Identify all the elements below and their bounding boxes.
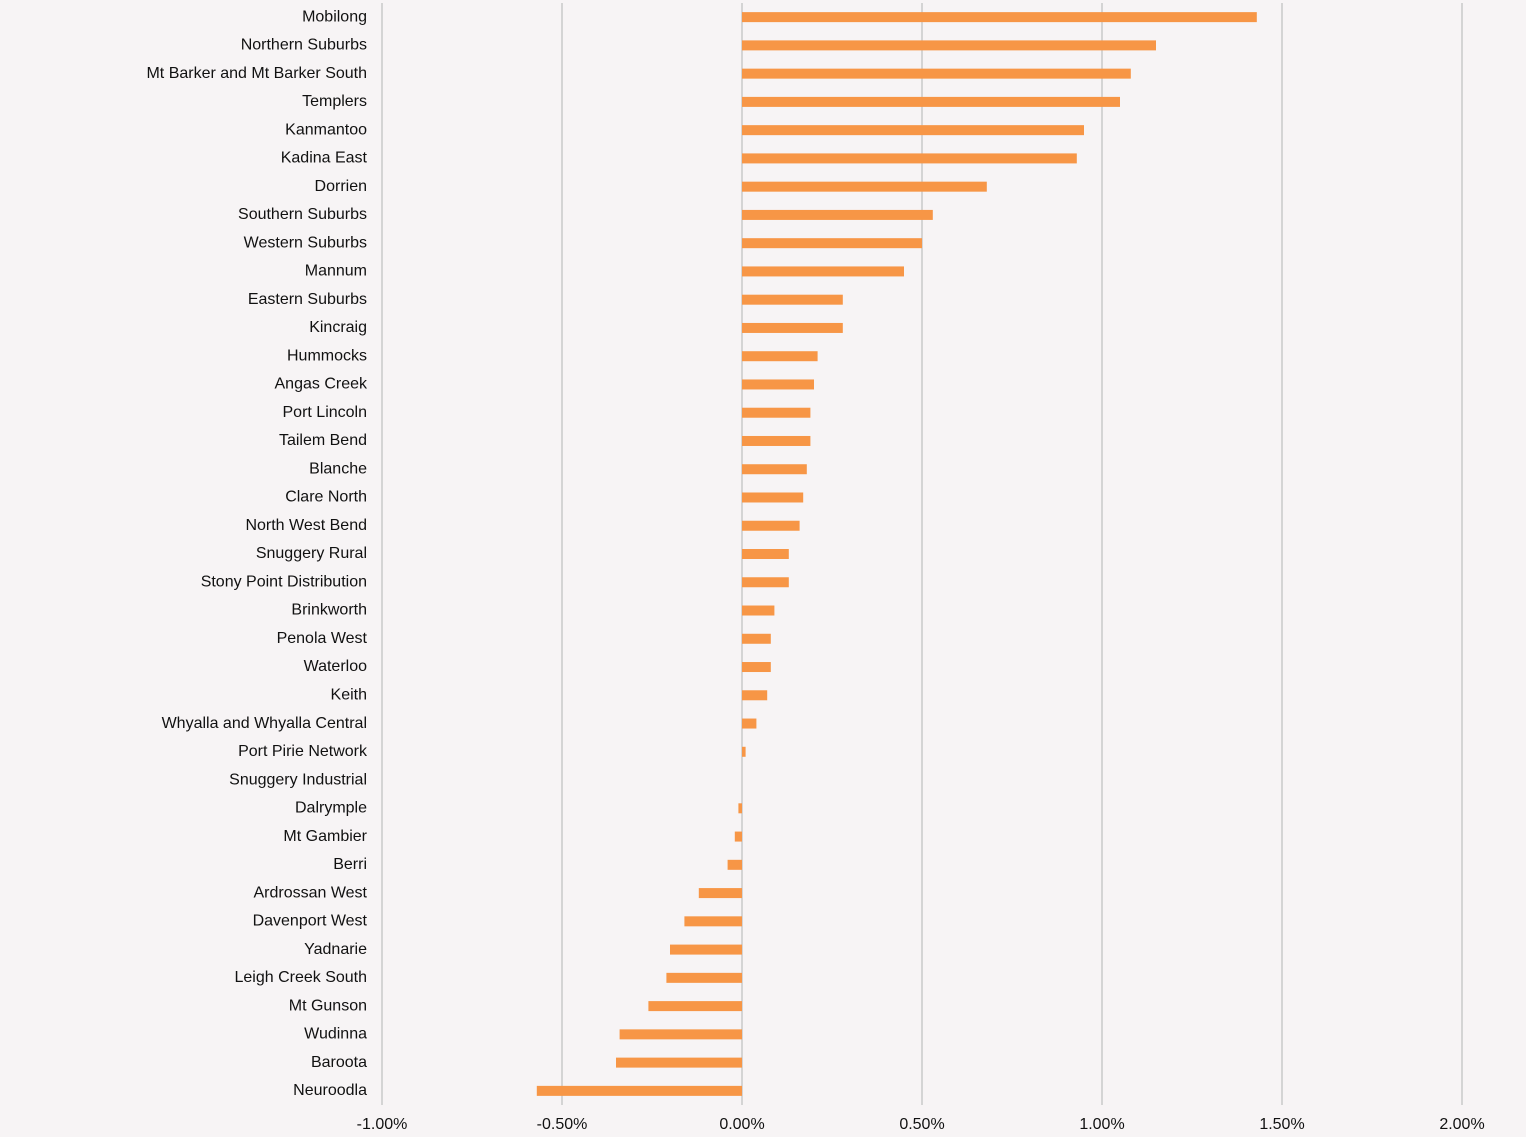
bar — [742, 209, 933, 220]
y-tick-label: Snuggery Rural — [256, 545, 367, 562]
bar — [742, 746, 746, 757]
y-tick-label: Baroota — [311, 1054, 367, 1071]
bar — [742, 68, 1131, 79]
bar — [742, 605, 775, 616]
y-tick-label: Brinkworth — [291, 602, 367, 619]
y-tick-label: Leigh Creek South — [234, 969, 367, 986]
y-tick-label: Neuroodla — [293, 1082, 367, 1099]
y-tick-label: Southern Suburbs — [238, 206, 367, 223]
y-tick-label: Mannum — [305, 263, 367, 280]
bar — [742, 633, 771, 644]
y-tick-label: Stony Point Distribution — [201, 573, 367, 590]
bar — [698, 888, 742, 899]
bar — [742, 125, 1084, 136]
y-tick-label: Yadnarie — [304, 941, 367, 958]
bar — [742, 294, 843, 305]
y-tick-label: Dorrien — [315, 178, 367, 195]
x-tick-label: 0.50% — [899, 1116, 944, 1133]
bar — [684, 916, 742, 927]
bar — [742, 12, 1257, 23]
y-tick-label: Mt Barker and Mt Barker South — [146, 65, 367, 82]
y-tick-label: Dalrymple — [295, 800, 367, 817]
bar — [727, 859, 742, 870]
y-tick-label: Snuggery Industrial — [229, 771, 367, 788]
x-tick-label: 1.50% — [1259, 1116, 1304, 1133]
x-tick-label: 0.00% — [719, 1116, 764, 1133]
y-tick-label: Mt Gunson — [289, 997, 367, 1014]
bar — [742, 351, 818, 362]
y-tick-label: Mobilong — [302, 8, 367, 25]
bar — [738, 803, 742, 814]
y-tick-label: Ardrossan West — [253, 884, 367, 901]
bar — [742, 718, 757, 729]
y-tick-label: Kincraig — [309, 319, 367, 336]
bar — [616, 1057, 742, 1068]
y-tick-label: Berri — [333, 856, 367, 873]
bar — [742, 492, 804, 503]
y-tick-label: Western Suburbs — [244, 234, 367, 251]
y-tick-label: Port Pirie Network — [238, 743, 368, 760]
bar — [742, 662, 771, 673]
bar — [742, 153, 1077, 164]
x-tick-label: 2.00% — [1439, 1116, 1484, 1133]
x-tick-label: -1.00% — [357, 1116, 408, 1133]
y-tick-label: Kanmantoo — [285, 121, 367, 138]
y-tick-label: Port Lincoln — [283, 404, 368, 421]
bar — [536, 1085, 742, 1096]
bar — [742, 181, 987, 192]
bar — [742, 464, 807, 475]
bar — [666, 972, 742, 983]
bar — [742, 238, 922, 249]
y-tick-label: Penola West — [277, 630, 368, 647]
y-tick-label: Wudinna — [304, 1026, 367, 1043]
y-tick-label: Kadina East — [281, 150, 368, 167]
bar — [742, 435, 811, 446]
bar — [619, 1029, 742, 1040]
y-tick-label: Whyalla and Whyalla Central — [162, 715, 367, 732]
bar — [648, 1001, 742, 1012]
y-tick-label: Mt Gambier — [283, 828, 367, 845]
bar — [742, 577, 789, 588]
y-tick-label: Templers — [302, 93, 367, 110]
y-tick-label: Keith — [331, 687, 367, 704]
x-tick-label: -0.50% — [537, 1116, 588, 1133]
y-tick-label: Blanche — [309, 460, 367, 477]
y-tick-label: Waterloo — [304, 658, 368, 675]
bar — [742, 407, 811, 418]
y-tick-label: Tailem Bend — [279, 432, 367, 449]
bar — [734, 831, 742, 842]
y-tick-label: Eastern Suburbs — [248, 291, 367, 308]
bar — [742, 379, 814, 390]
bar — [742, 266, 904, 277]
y-tick-label: Angas Creek — [275, 376, 368, 393]
bar — [742, 96, 1120, 107]
x-tick-label: 1.00% — [1079, 1116, 1124, 1133]
y-tick-label: Clare North — [285, 489, 367, 506]
bar — [742, 520, 800, 531]
y-tick-label: North West Bend — [245, 517, 367, 534]
bar — [742, 690, 768, 701]
bar — [742, 549, 789, 559]
y-tick-label: Davenport West — [253, 913, 368, 930]
bar — [742, 322, 843, 333]
y-tick-label: Northern Suburbs — [241, 37, 367, 54]
y-tick-label: Hummocks — [287, 347, 367, 364]
bar — [670, 944, 742, 955]
bar — [742, 40, 1156, 51]
